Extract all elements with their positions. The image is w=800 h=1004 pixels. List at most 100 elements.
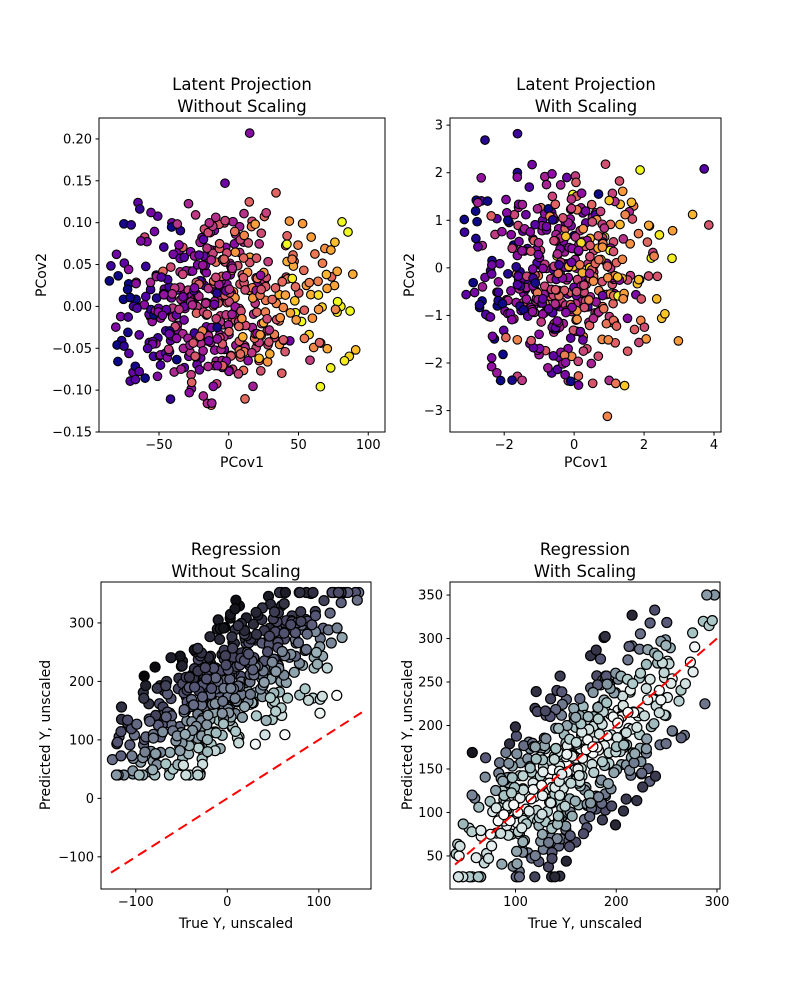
y-tick-label: −100 <box>58 850 94 865</box>
data-point <box>505 787 518 799</box>
data-point <box>152 371 163 382</box>
data-point <box>570 232 581 242</box>
data-point <box>550 299 560 309</box>
y-tick-label: 0.20 <box>63 132 92 147</box>
scatter-points <box>450 589 721 883</box>
data-point <box>123 264 134 275</box>
data-point <box>503 268 513 279</box>
data-point <box>171 333 182 344</box>
data-point <box>264 325 275 335</box>
data-point <box>172 219 183 229</box>
data-point <box>459 227 470 238</box>
data-point <box>566 810 578 822</box>
data-point <box>236 711 248 724</box>
data-point <box>679 678 692 690</box>
data-point <box>119 341 129 351</box>
y-tick-label: −3 <box>424 404 443 419</box>
axes-spines <box>449 117 722 433</box>
data-point <box>529 741 541 753</box>
data-point <box>593 231 604 241</box>
data-point <box>527 159 537 170</box>
data-point <box>549 235 559 246</box>
data-point <box>217 718 230 730</box>
data-point <box>655 694 667 706</box>
x-tick-label: 300 <box>705 895 730 910</box>
data-point <box>239 701 251 713</box>
data-point <box>619 380 630 391</box>
axes-spines <box>100 581 372 890</box>
data-point <box>299 305 310 316</box>
y-tick-label: 250 <box>418 676 443 691</box>
data-point <box>174 745 186 757</box>
data-point <box>501 194 511 205</box>
data-point <box>622 313 633 324</box>
data-point <box>472 216 482 227</box>
data-point <box>285 308 296 318</box>
data-point <box>212 322 223 333</box>
data-point <box>295 606 307 618</box>
data-point <box>559 800 571 812</box>
data-point <box>648 718 660 730</box>
data-point <box>508 799 520 811</box>
data-point <box>523 805 535 817</box>
data-point <box>176 660 188 672</box>
data-point <box>578 223 589 234</box>
data-point <box>649 251 659 262</box>
data-point <box>264 692 276 704</box>
data-point <box>139 746 151 758</box>
data-point <box>282 239 292 250</box>
data-point <box>509 721 522 733</box>
data-point <box>140 373 150 383</box>
data-point <box>332 266 343 277</box>
data-point <box>550 199 561 210</box>
data-point <box>579 302 590 313</box>
data-point <box>470 852 482 864</box>
data-point <box>597 242 608 253</box>
data-point <box>155 360 166 370</box>
data-point <box>617 254 628 265</box>
data-point <box>536 828 549 840</box>
data-point <box>593 351 604 362</box>
data-point <box>188 338 199 348</box>
data-point <box>310 646 322 659</box>
x-tick-label: 0 <box>223 895 231 910</box>
data-point <box>517 836 529 848</box>
data-point <box>210 212 221 223</box>
data-point <box>203 227 214 238</box>
data-point <box>189 681 201 693</box>
data-point <box>614 176 625 186</box>
data-point <box>174 304 184 315</box>
x-axis-label: True Y, unscaled <box>178 916 293 932</box>
data-point <box>468 277 479 288</box>
data-point <box>545 797 557 809</box>
data-point <box>533 249 544 260</box>
data-point <box>592 701 604 713</box>
data-point <box>187 266 198 276</box>
data-point <box>289 295 300 306</box>
data-point <box>299 683 311 695</box>
data-point <box>157 310 168 321</box>
data-point <box>658 666 670 679</box>
data-point <box>351 594 363 606</box>
data-point <box>617 186 628 197</box>
data-point <box>126 750 138 762</box>
data-point <box>622 346 633 357</box>
data-point <box>227 642 239 654</box>
data-point <box>633 274 644 285</box>
data-point <box>229 226 240 237</box>
data-point <box>511 748 523 760</box>
data-point <box>110 769 123 781</box>
data-point <box>530 278 541 288</box>
data-point <box>233 369 244 379</box>
data-point <box>586 358 597 369</box>
data-point <box>256 284 267 295</box>
data-point <box>603 334 614 345</box>
data-point <box>220 659 232 671</box>
plot-title-line1: Latent Projection <box>172 75 312 94</box>
data-point <box>255 365 266 376</box>
data-point <box>214 633 226 646</box>
data-point <box>202 309 213 320</box>
data-point <box>280 346 290 357</box>
data-point <box>651 294 662 304</box>
